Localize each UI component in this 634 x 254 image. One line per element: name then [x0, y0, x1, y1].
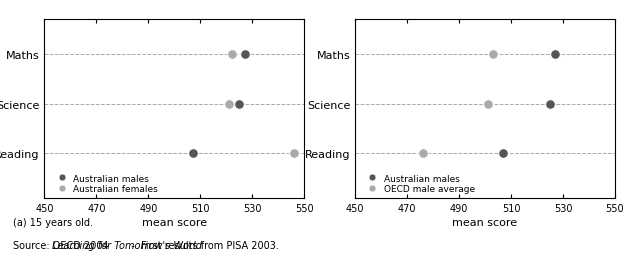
Point	[240, 53, 250, 57]
Text: Source: OECD 2004: Source: OECD 2004	[13, 240, 112, 250]
Legend: Australian males, OECD male average: Australian males, OECD male average	[359, 170, 479, 197]
X-axis label: mean score: mean score	[453, 217, 517, 227]
Point	[418, 152, 428, 156]
Point	[545, 102, 555, 106]
Text: -  First results from PISA 2003.: - First results from PISA 2003.	[125, 240, 279, 250]
X-axis label: mean score: mean score	[142, 217, 207, 227]
Text: (a) 15 years old.: (a) 15 years old.	[13, 217, 93, 227]
Point	[188, 152, 198, 156]
Point	[289, 152, 299, 156]
Point	[226, 53, 236, 57]
Point	[488, 53, 498, 57]
Point	[550, 53, 560, 57]
Text: Learning for Tomorrow's World: Learning for Tomorrow's World	[52, 240, 202, 250]
Point	[235, 102, 245, 106]
Point	[224, 102, 234, 106]
Legend: Australian males, Australian females: Australian males, Australian females	[49, 170, 162, 197]
Point	[482, 102, 493, 106]
Point	[498, 152, 508, 156]
